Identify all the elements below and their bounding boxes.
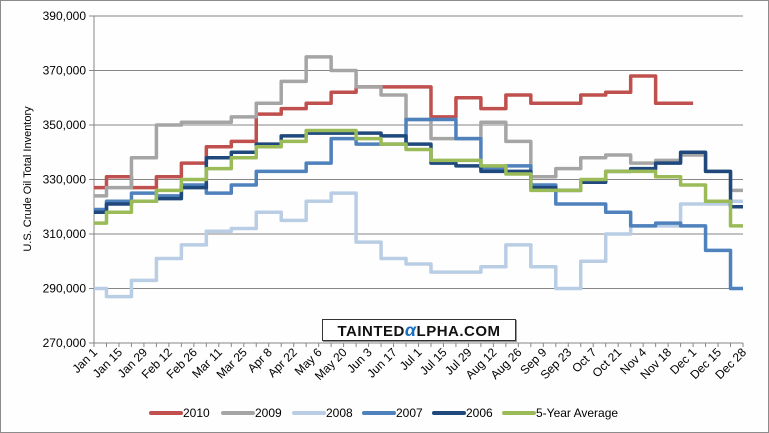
- series-line-2010: [94, 74, 694, 190]
- series-line-5-year-average: [94, 128, 743, 228]
- legend-label: 2006: [466, 406, 493, 420]
- y-tick-label: 290,000: [43, 282, 87, 296]
- y-tick-label: 330,000: [43, 173, 87, 187]
- series-line-2009: [94, 55, 743, 198]
- legend-label: 2010: [183, 406, 210, 420]
- series-lines: [94, 55, 743, 299]
- y-axis-label: U.S. Crude Oil Total Inventory: [22, 106, 34, 252]
- x-tick-label: Jul 15: [417, 345, 450, 378]
- series-line-2008: [94, 191, 743, 299]
- y-tick-label: 310,000: [43, 227, 87, 241]
- series-line-2007: [94, 117, 743, 291]
- gridlines: [94, 15, 743, 289]
- legend-label: 2009: [255, 406, 282, 420]
- y-tick-label: 350,000: [43, 118, 87, 132]
- y-tick-label: 390,000: [43, 9, 87, 23]
- y-axis-ticks: 270,000 290,000 310,000 330,000 350,000 370,0…: [43, 9, 94, 350]
- x-tick-label: Oct 21: [589, 345, 624, 380]
- legend-label: 2007: [396, 406, 423, 420]
- y-tick-label: 370,000: [43, 64, 87, 78]
- x-tick-label: Apr 22: [265, 345, 300, 380]
- y-tick-label: 270,000: [43, 336, 87, 350]
- legend-label: 2008: [326, 406, 353, 420]
- watermark-logo: TAINTEDαLPHA.COM: [322, 319, 516, 341]
- legend-label: 5-Year Average: [536, 406, 618, 420]
- series-line-2006: [94, 131, 743, 214]
- legend: 2010 2009 2008 2007 2006 5-Year Average: [149, 406, 618, 420]
